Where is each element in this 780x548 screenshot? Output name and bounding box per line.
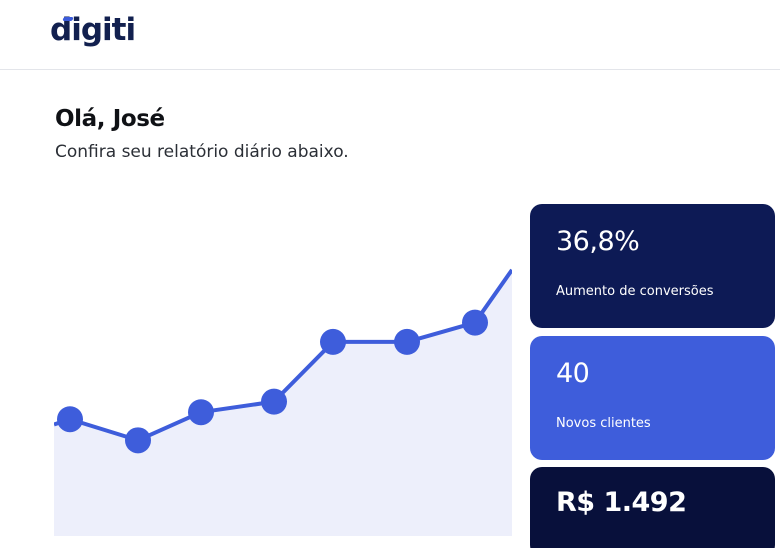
data-point (320, 328, 346, 355)
stat-label: Aumento de conversões (556, 284, 714, 299)
conversion-chart (54, 180, 512, 536)
data-point (462, 309, 488, 336)
stat-card-conversions[interactable]: 36,8% Aumento de conversões (530, 204, 775, 328)
stat-card-new-clients[interactable]: 40 Novos clientes (530, 336, 775, 460)
stat-value: R$ 1.492 (556, 487, 687, 518)
stat-label: Novos clientes (556, 416, 651, 431)
greeting-subtitle: Confira seu relatório diário abaixo. (55, 142, 349, 162)
data-point (57, 406, 83, 433)
data-point (188, 399, 214, 426)
top-bar: digiti (0, 0, 780, 70)
greeting-title: Olá, José (55, 106, 165, 132)
data-point (261, 388, 287, 415)
stat-value: 40 (556, 358, 590, 389)
stat-value: 36,8% (556, 226, 640, 257)
data-point (394, 328, 420, 355)
line-chart-svg (54, 268, 512, 536)
stat-card-revenue[interactable]: R$ 1.492 (530, 467, 775, 548)
data-point (125, 427, 151, 454)
